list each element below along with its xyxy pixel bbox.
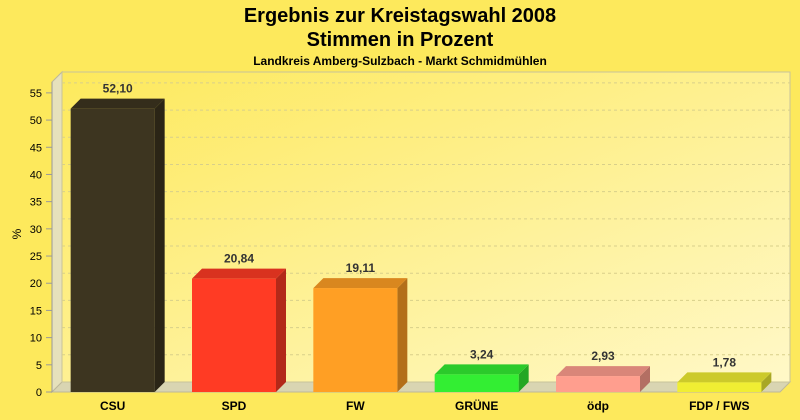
y-tick-label: 15: [30, 305, 42, 317]
bar-side: [640, 366, 650, 392]
y-tick-label: 20: [30, 278, 42, 290]
bar-front: [556, 376, 640, 392]
x-tick-label: FW: [346, 399, 365, 413]
y-axis-ticks: 0 5 10 15 20 25 30 35 40 45 50 55: [30, 88, 52, 399]
x-tick-label: GRÜNE: [455, 398, 498, 413]
y-tick-label: 30: [30, 224, 42, 236]
bar-side: [276, 268, 286, 392]
bar-front: [192, 278, 276, 392]
y-tick-label: 40: [30, 169, 42, 181]
bar-value-label: 19,11: [346, 261, 376, 275]
bar-top: [677, 372, 772, 383]
y-tick-label: 25: [30, 251, 42, 263]
bars: 52,10 20,84 19,11 3,24 2,93 1,78: [70, 82, 772, 393]
x-tick-label: ödp: [587, 399, 609, 413]
bar-top: [70, 98, 165, 109]
bar-value-label: 52,10: [103, 82, 133, 96]
bar-fdp-fws: 1,78: [677, 355, 772, 392]
x-tick-label: FDP / FWS: [689, 399, 749, 413]
chart-title-line2: Stimmen in Prozent: [307, 29, 494, 51]
bar-value-label: 20,84: [224, 252, 254, 266]
bar-ödp: 2,93: [556, 349, 650, 392]
bar-fw: 19,11: [313, 261, 408, 392]
bar-front: [677, 382, 762, 392]
bar-side: [154, 98, 165, 393]
y-tick-label: 5: [36, 360, 42, 372]
bar-side: [518, 364, 529, 392]
bar-front: [70, 108, 155, 393]
bar-top: [434, 364, 529, 375]
y-tick-label: 55: [30, 88, 42, 100]
chart-subtitle: Landkreis Amberg-Sulzbach - Markt Schmid…: [253, 54, 547, 68]
bar-side: [397, 278, 408, 392]
bar-value-label: 2,93: [591, 349, 615, 363]
x-tick-label: SPD: [222, 399, 247, 413]
y-axis-label: %: [10, 228, 24, 239]
bar-front: [434, 374, 519, 392]
bar-top: [556, 366, 650, 377]
bar-value-label: 1,78: [713, 355, 737, 369]
y-tick-label: 35: [30, 197, 42, 209]
bar-value-label: 3,24: [470, 347, 494, 361]
bar-front: [313, 288, 398, 392]
plot-back-wall: [61, 71, 791, 383]
plot-left-wall: [51, 70, 63, 394]
chart-title: Ergebnis zur Kreistagswahl 2008: [244, 5, 556, 27]
bar-spd: 20,84: [192, 252, 286, 392]
y-tick-label: 50: [30, 115, 42, 127]
bar-top: [313, 278, 408, 289]
bar-csu: 52,10: [70, 82, 165, 393]
bar-grüne: 3,24: [434, 347, 529, 392]
y-tick-label: 10: [30, 333, 42, 345]
x-tick-label: CSU: [100, 399, 125, 413]
y-tick-label: 45: [30, 142, 42, 154]
gridlines: [62, 82, 790, 356]
x-axis-labels: CSU SPD FW GRÜNE ödp FDP / FWS: [100, 398, 750, 413]
bar-top: [192, 268, 286, 279]
y-tick-label: 0: [36, 387, 42, 399]
bar-side: [761, 372, 772, 392]
